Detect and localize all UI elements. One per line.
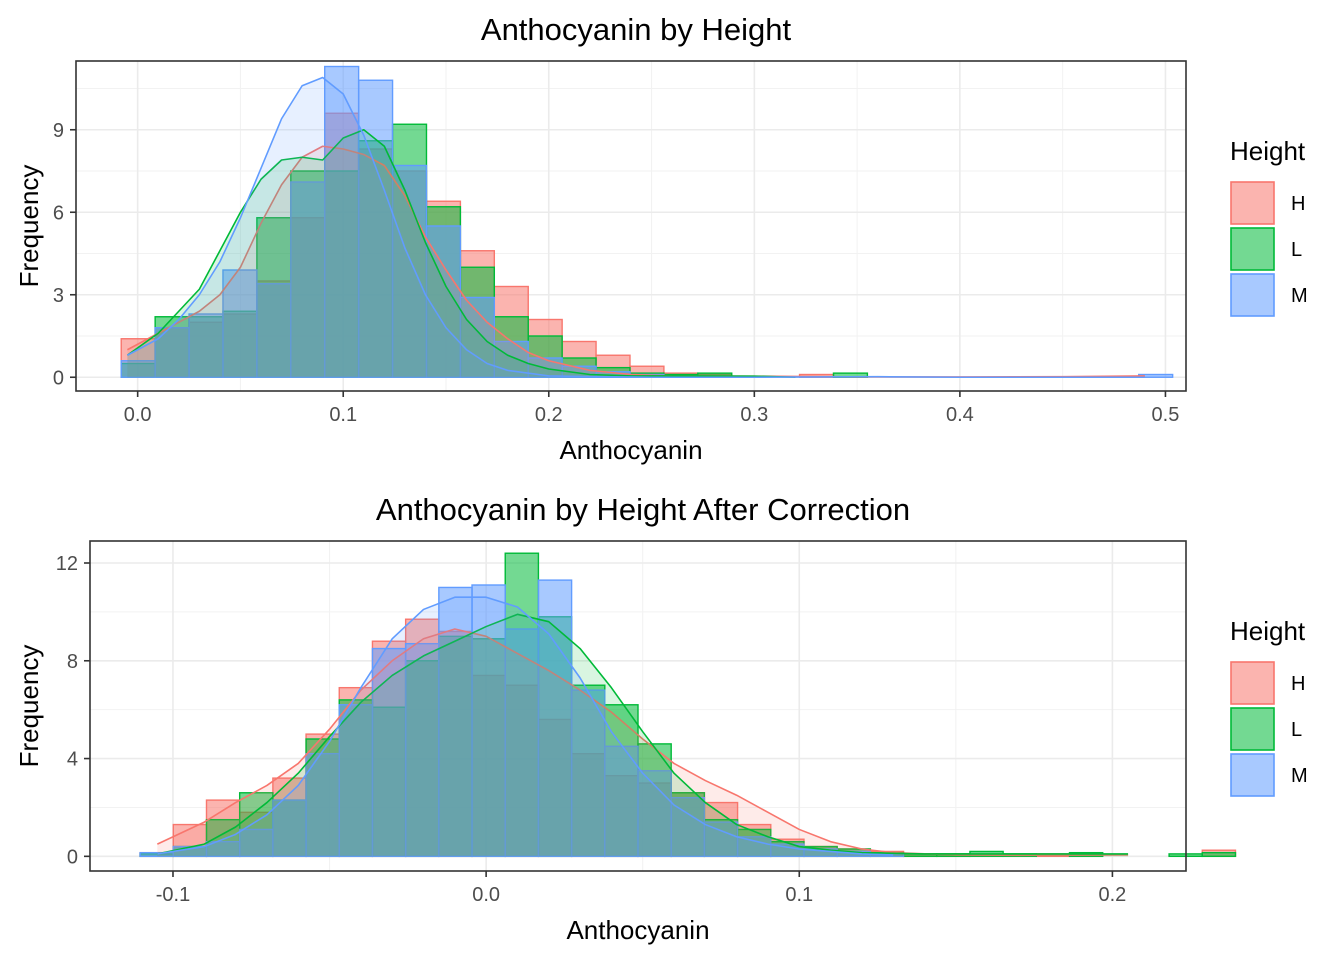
- y-tick-label: 0: [67, 846, 78, 868]
- legend-title: Height: [1230, 616, 1306, 646]
- density-line-L: [126, 128, 796, 379]
- x-tick-label: 0.4: [946, 404, 974, 426]
- legend: Height H L M: [1230, 136, 1308, 317]
- histogram-bar-M: [238, 828, 274, 858]
- x-tick-label: 0.2: [535, 404, 563, 426]
- chart-panel-1: 0.0 0.1 0.2 0.3 0.4 0.5 0 3 6 9 Anthocyanin by Hei…: [14, 12, 1308, 465]
- x-tick-label: 0.0: [472, 884, 500, 906]
- panel-border: [89, 540, 1187, 872]
- histogram-bar-M: [188, 313, 224, 378]
- panel-border: [75, 60, 1187, 392]
- histogram-bar-M: [371, 647, 407, 858]
- x-axis-title: Anthocyanin: [559, 435, 702, 465]
- legend-label-M: M: [1291, 285, 1308, 307]
- histogram-bar-M: [604, 745, 639, 858]
- legend-label-M: M: [1291, 765, 1308, 787]
- histogram-bar-M: [222, 269, 258, 378]
- x-tick-label: -0.1: [156, 884, 190, 906]
- histogram-bar-M: [338, 704, 374, 858]
- x-tick-label: 0.1: [785, 884, 813, 906]
- chart-panel-2: -0.1 0.0 0.1 0.2 0 4 8 12 Anthocyanin by Height …: [14, 492, 1308, 945]
- density-line-M: [127, 76, 1145, 379]
- density-area-H: [157, 629, 1129, 857]
- density-area-H: [127, 146, 1145, 378]
- histogram-bar-L: [1201, 851, 1237, 858]
- legend-label-H: H: [1291, 673, 1305, 695]
- legend-key-M: [1230, 753, 1275, 797]
- density-area-M: [157, 597, 894, 857]
- legend: Height H L M: [1230, 616, 1308, 797]
- x-tick-label: 0.3: [740, 404, 768, 426]
- legend-key-L: [1230, 227, 1275, 271]
- x-axis-title: Anthocyanin: [566, 915, 709, 945]
- histogram-bar-M: [404, 642, 440, 858]
- chart-title: Anthocyanin by Height After Correction: [376, 492, 910, 527]
- density-area-L: [157, 614, 1129, 857]
- y-tick-label: 3: [53, 285, 64, 307]
- legend-title: Height: [1230, 136, 1306, 166]
- histogram-bar-M: [256, 283, 292, 378]
- histogram-bar-M: [504, 628, 540, 858]
- density-area-L: [127, 129, 796, 378]
- legend-label-L: L: [1291, 719, 1302, 741]
- legend-key-H: [1230, 181, 1275, 225]
- y-tick-label: 9: [53, 120, 64, 142]
- density-line-H: [156, 628, 1129, 857]
- legend-key-M: [1230, 273, 1275, 317]
- density-line-L: [157, 613, 1129, 855]
- histogram-bar-M: [290, 181, 326, 378]
- chart-title: Anthocyanin by Height: [481, 12, 792, 47]
- legend-key-L: [1230, 707, 1275, 751]
- legend-key-H: [1230, 661, 1275, 705]
- histogram-bar-M: [324, 65, 360, 378]
- y-axis-title: Frequency: [14, 645, 44, 768]
- y-tick-label: 8: [67, 651, 78, 673]
- histogram-bar-M: [570, 689, 606, 858]
- density-line-M: [157, 596, 894, 856]
- y-axis-title: Frequency: [14, 165, 44, 288]
- y-tick-label: 12: [56, 553, 78, 575]
- x-tick-label: 0.5: [1152, 404, 1180, 426]
- legend-label-H: H: [1291, 193, 1305, 215]
- x-tick-label: 0.0: [124, 404, 152, 426]
- y-tick-label: 0: [53, 367, 64, 389]
- legend-label-L: L: [1291, 239, 1302, 261]
- x-tick-label: 0.2: [1099, 884, 1127, 906]
- histogram-series-M: [120, 65, 1174, 378]
- x-tick-label: 0.1: [329, 404, 357, 426]
- y-tick-label: 4: [67, 749, 78, 771]
- density-area-M: [127, 77, 1145, 378]
- y-tick-label: 6: [53, 202, 64, 224]
